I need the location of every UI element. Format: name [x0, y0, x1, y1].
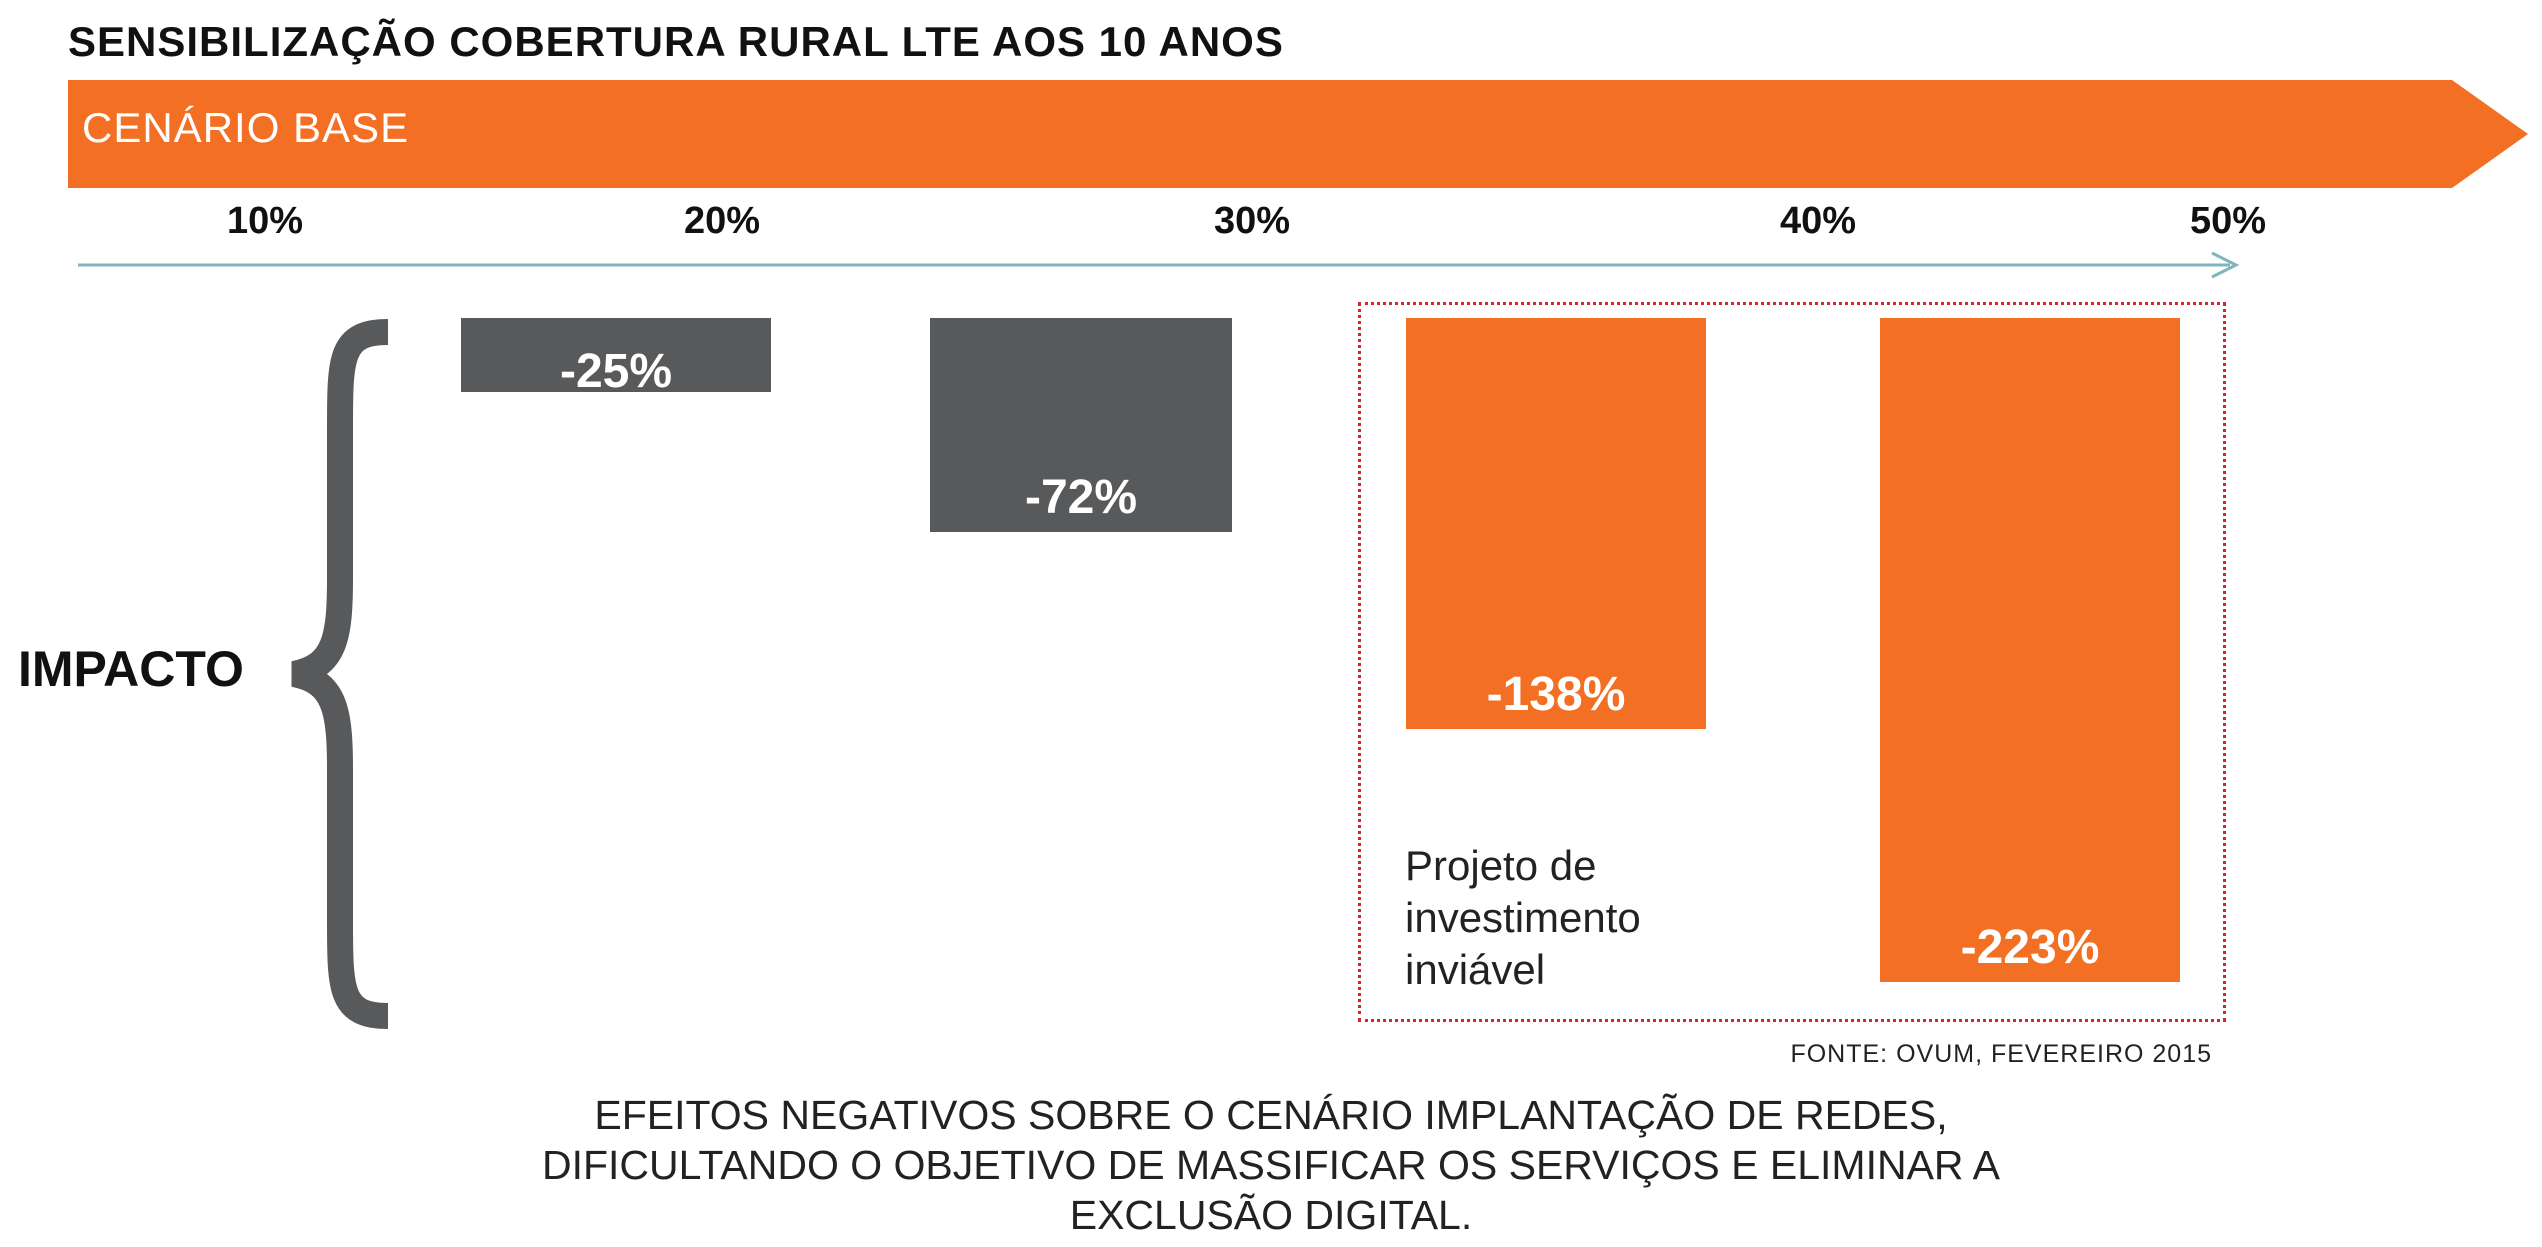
footer-line-1: EFEITOS NEGATIVOS SOBRE O CENÁRIO IMPLAN…	[594, 1092, 1948, 1138]
x-tick-label: 10%	[226, 200, 304, 242]
bar-30%: -72%	[930, 318, 1232, 533]
unviable-project-note: Projeto de investimento inviável	[1405, 840, 1641, 996]
bar-50%: -223%	[1880, 318, 2180, 982]
impact-label: IMPACTO	[18, 641, 244, 697]
footer-caption: EFEITOS NEGATIVOS SOBRE O CENÁRIO IMPLAN…	[0, 1090, 2542, 1240]
x-tick-label: 50%	[2189, 200, 2267, 242]
scenario-banner: CENÁRIO BASE	[68, 80, 2528, 188]
bar-value-label: -25%	[559, 345, 673, 398]
unviable-highlight-box	[1358, 302, 2226, 1022]
footer-line-3: EXCLUSÃO DIGITAL.	[1069, 1192, 1473, 1238]
note-line-1: Projeto de	[1405, 842, 1597, 889]
x-tick-label: 30%	[1213, 200, 1291, 242]
banner-label: CENÁRIO BASE	[82, 104, 410, 151]
note-line-2: investimento	[1405, 894, 1641, 941]
banner-arrow-shape	[68, 80, 2528, 188]
bar-value-label: -72%	[1024, 471, 1138, 525]
source-credit: FONTE: OVUM, FEVEREIRO 2015	[1790, 1040, 2212, 1068]
bar-value-label: -223%	[1960, 921, 2100, 974]
x-tick-label: 20%	[683, 200, 761, 242]
bar-40%: -138%	[1406, 318, 1706, 729]
note-line-3: inviável	[1405, 946, 1546, 993]
impact-brace	[290, 319, 389, 1029]
bar-20%: -25%	[461, 318, 771, 398]
footer-line-2: DIFICULTANDO O OBJETIVO DE MASSIFICAR OS…	[541, 1142, 2001, 1188]
x-tick-label: 40%	[1779, 200, 1857, 242]
x-axis-arrow	[78, 251, 2240, 279]
chart-title: SENSIBILIZAÇÃO COBERTURA RURAL LTE AOS 1…	[68, 18, 1284, 65]
bar-value-label: -138%	[1486, 667, 1626, 721]
